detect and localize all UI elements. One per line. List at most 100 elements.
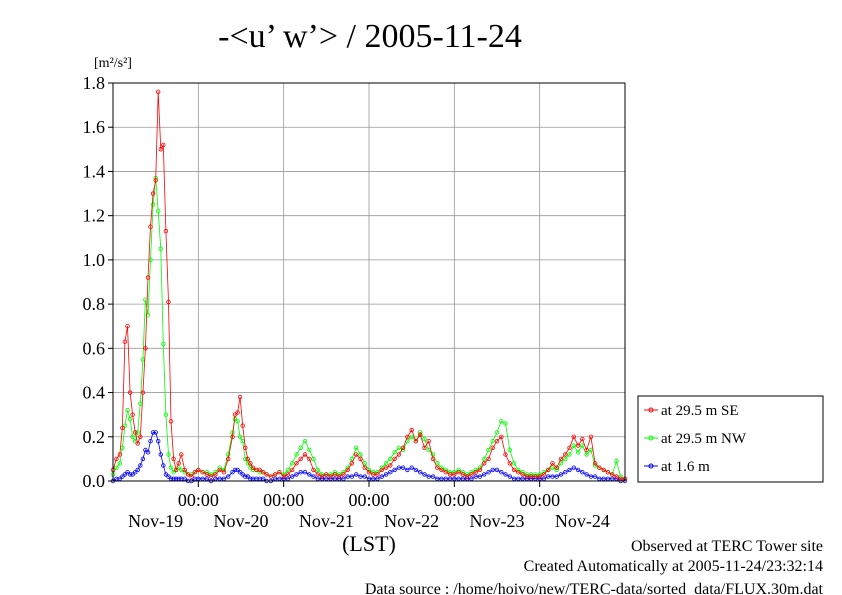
data-point bbox=[524, 474, 530, 479]
data-point bbox=[546, 474, 551, 479]
data-point bbox=[490, 445, 495, 450]
data-point bbox=[196, 467, 201, 473]
data-point bbox=[158, 246, 163, 251]
data-point bbox=[171, 456, 176, 462]
data-point bbox=[490, 467, 495, 473]
data-point bbox=[375, 472, 380, 477]
data-point bbox=[426, 474, 431, 479]
data-point bbox=[383, 461, 389, 466]
data-point bbox=[189, 474, 194, 479]
data-point bbox=[379, 474, 384, 479]
data-point bbox=[396, 465, 402, 470]
data-point bbox=[324, 472, 329, 477]
y-tick-label: 1.0 bbox=[83, 250, 106, 270]
data-point bbox=[145, 313, 151, 318]
data-point bbox=[473, 474, 478, 479]
data-point bbox=[571, 465, 576, 470]
data-point bbox=[592, 474, 598, 479]
data-point bbox=[264, 472, 269, 477]
data-point bbox=[422, 436, 427, 442]
data-point bbox=[460, 472, 466, 477]
data-point bbox=[511, 461, 517, 466]
data-point bbox=[430, 456, 436, 462]
x-tick-time-label: 00:00 bbox=[348, 490, 389, 510]
data-point bbox=[328, 474, 333, 479]
data-point bbox=[311, 456, 316, 462]
data-point bbox=[155, 208, 161, 214]
data-point bbox=[507, 447, 512, 453]
data-point bbox=[533, 474, 538, 479]
grid bbox=[113, 83, 625, 481]
data-point bbox=[122, 423, 128, 428]
data-point bbox=[580, 470, 585, 475]
data-point bbox=[482, 472, 487, 477]
data-point bbox=[243, 445, 248, 450]
data-point bbox=[319, 474, 325, 479]
data-point bbox=[171, 470, 176, 475]
data-point bbox=[452, 472, 457, 477]
data-point bbox=[588, 434, 594, 439]
data-point bbox=[315, 467, 320, 473]
data-point bbox=[584, 452, 589, 457]
data-point bbox=[362, 465, 367, 470]
data-point bbox=[245, 461, 250, 466]
data-point bbox=[409, 427, 414, 433]
y-tick-label: 0.0 bbox=[83, 471, 106, 491]
y-tick-label: 1.4 bbox=[83, 161, 106, 181]
data-point bbox=[597, 465, 602, 470]
data-point bbox=[354, 445, 359, 450]
legend-items: at 29.5 m SE at 29.5 m NW at 1.6 m bbox=[644, 403, 747, 475]
data-point bbox=[563, 470, 568, 475]
data-point bbox=[127, 390, 133, 395]
data-point bbox=[405, 467, 410, 473]
footer-data-source: Data source : /home/hoivo/new/TERC-data/… bbox=[365, 581, 824, 595]
data-point bbox=[614, 458, 619, 464]
data-point bbox=[245, 474, 250, 479]
data-point bbox=[601, 467, 606, 473]
data-point bbox=[366, 470, 372, 475]
data-point bbox=[117, 461, 122, 466]
y-axis-unit: [m²/s²] bbox=[94, 56, 132, 71]
x-day-label: Nov-20 bbox=[214, 511, 269, 531]
data-point bbox=[230, 470, 235, 475]
data-point bbox=[243, 474, 248, 479]
data-point bbox=[439, 467, 444, 473]
data-point bbox=[486, 456, 491, 462]
data-point bbox=[580, 436, 585, 442]
data-point bbox=[426, 439, 431, 444]
data-point bbox=[588, 474, 594, 479]
data-point bbox=[161, 341, 166, 347]
data-point bbox=[277, 470, 282, 475]
data-point bbox=[208, 474, 214, 479]
data-point bbox=[250, 465, 256, 470]
data-point bbox=[345, 467, 350, 473]
data-point bbox=[422, 445, 427, 450]
y-tick-label: 1.2 bbox=[83, 206, 106, 226]
data-point bbox=[443, 470, 448, 475]
data-point bbox=[143, 346, 148, 351]
data-point bbox=[464, 474, 470, 479]
data-point bbox=[392, 456, 397, 462]
data-point bbox=[571, 443, 576, 448]
data-point bbox=[307, 447, 312, 453]
data-point bbox=[298, 456, 303, 462]
data-point bbox=[114, 465, 119, 470]
data-point bbox=[430, 474, 436, 479]
data-point bbox=[358, 452, 363, 457]
data-point bbox=[235, 419, 240, 424]
data-point bbox=[235, 467, 240, 473]
data-point bbox=[237, 470, 243, 475]
data-point bbox=[486, 447, 491, 453]
data-point bbox=[575, 450, 581, 455]
y-tick-label: 0.2 bbox=[83, 427, 106, 447]
data-point bbox=[477, 467, 483, 473]
data-point bbox=[130, 434, 135, 439]
legend-swatch-marker bbox=[648, 463, 654, 469]
data-point bbox=[362, 474, 367, 479]
data-point bbox=[138, 463, 143, 468]
data-point bbox=[173, 467, 179, 473]
data-point bbox=[217, 467, 222, 473]
data-point bbox=[140, 390, 146, 395]
data-point bbox=[349, 461, 355, 466]
